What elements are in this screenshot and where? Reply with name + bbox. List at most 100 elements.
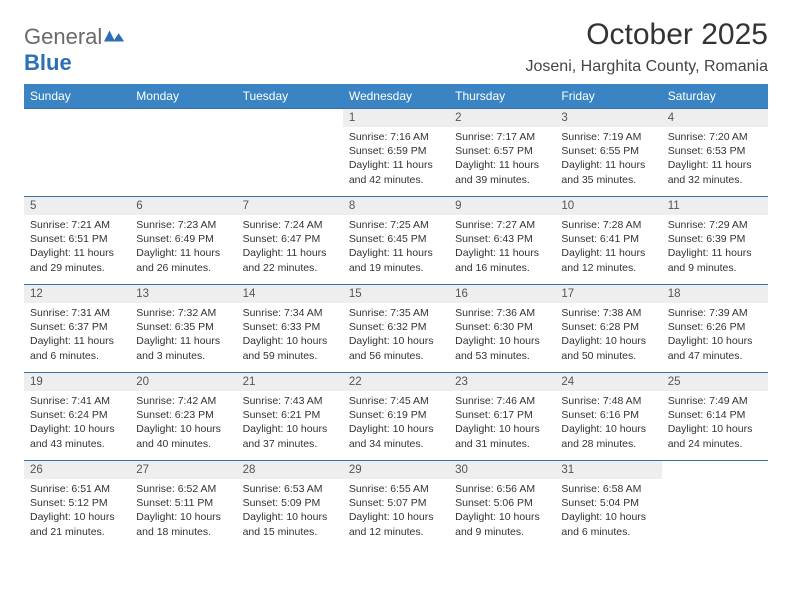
day-number: 10: [555, 197, 661, 215]
location-text: Joseni, Harghita County, Romania: [526, 58, 769, 76]
day-details: Sunrise: 7:34 AMSunset: 6:33 PMDaylight:…: [237, 303, 343, 367]
day-details: Sunrise: 7:38 AMSunset: 6:28 PMDaylight:…: [555, 303, 661, 367]
day-number: 11: [662, 197, 768, 215]
day-details: Sunrise: 7:21 AMSunset: 6:51 PMDaylight:…: [24, 215, 130, 279]
day-details: Sunrise: 7:23 AMSunset: 6:49 PMDaylight:…: [130, 215, 236, 279]
day-number: 3: [555, 109, 661, 127]
day-number: 4: [662, 109, 768, 127]
day-number: 25: [662, 373, 768, 391]
day-details: Sunrise: 6:52 AMSunset: 5:11 PMDaylight:…: [130, 479, 236, 543]
calendar-day-cell: 15Sunrise: 7:35 AMSunset: 6:32 PMDayligh…: [343, 285, 449, 373]
day-details: Sunrise: 6:51 AMSunset: 5:12 PMDaylight:…: [24, 479, 130, 543]
calendar-day-cell: 2Sunrise: 7:17 AMSunset: 6:57 PMDaylight…: [449, 109, 555, 197]
calendar-day-cell: 25Sunrise: 7:49 AMSunset: 6:14 PMDayligh…: [662, 373, 768, 461]
day-number: 15: [343, 285, 449, 303]
day-details: Sunrise: 7:28 AMSunset: 6:41 PMDaylight:…: [555, 215, 661, 279]
day-number: 9: [449, 197, 555, 215]
calendar-day-cell: 3Sunrise: 7:19 AMSunset: 6:55 PMDaylight…: [555, 109, 661, 197]
day-number: 1: [343, 109, 449, 127]
title-block: October 2025 Joseni, Harghita County, Ro…: [526, 18, 769, 76]
weekday-header: Monday: [130, 84, 236, 109]
logo-part1: General: [24, 24, 102, 49]
calendar-day-cell: 17Sunrise: 7:38 AMSunset: 6:28 PMDayligh…: [555, 285, 661, 373]
day-details: Sunrise: 6:56 AMSunset: 5:06 PMDaylight:…: [449, 479, 555, 543]
day-number: 14: [237, 285, 343, 303]
calendar-day-cell: 22Sunrise: 7:45 AMSunset: 6:19 PMDayligh…: [343, 373, 449, 461]
day-number: 30: [449, 461, 555, 479]
day-number: 2: [449, 109, 555, 127]
day-details: Sunrise: 7:25 AMSunset: 6:45 PMDaylight:…: [343, 215, 449, 279]
weekday-header: Wednesday: [343, 84, 449, 109]
day-number: 13: [130, 285, 236, 303]
calendar-day-cell: 8Sunrise: 7:25 AMSunset: 6:45 PMDaylight…: [343, 197, 449, 285]
calendar-day-cell: 4Sunrise: 7:20 AMSunset: 6:53 PMDaylight…: [662, 109, 768, 197]
day-details: Sunrise: 7:20 AMSunset: 6:53 PMDaylight:…: [662, 127, 768, 191]
calendar-day-cell: 13Sunrise: 7:32 AMSunset: 6:35 PMDayligh…: [130, 285, 236, 373]
logo: GeneralBlue: [24, 24, 126, 76]
weekday-header: Saturday: [662, 84, 768, 109]
calendar-day-cell: 11Sunrise: 7:29 AMSunset: 6:39 PMDayligh…: [662, 197, 768, 285]
day-details: Sunrise: 7:19 AMSunset: 6:55 PMDaylight:…: [555, 127, 661, 191]
calendar-table: SundayMondayTuesdayWednesdayThursdayFrid…: [24, 84, 768, 545]
day-number: 5: [24, 197, 130, 215]
weekday-header-row: SundayMondayTuesdayWednesdayThursdayFrid…: [24, 84, 768, 109]
day-number: 18: [662, 285, 768, 303]
calendar-day-cell: 6Sunrise: 7:23 AMSunset: 6:49 PMDaylight…: [130, 197, 236, 285]
day-number: 26: [24, 461, 130, 479]
header: GeneralBlue October 2025 Joseni, Harghit…: [24, 18, 768, 76]
calendar-day-cell: 24Sunrise: 7:48 AMSunset: 6:16 PMDayligh…: [555, 373, 661, 461]
calendar-day-cell: 23Sunrise: 7:46 AMSunset: 6:17 PMDayligh…: [449, 373, 555, 461]
day-details: Sunrise: 7:24 AMSunset: 6:47 PMDaylight:…: [237, 215, 343, 279]
day-number: 12: [24, 285, 130, 303]
calendar-week-row: 0 0 0 1Sunrise: 7:16 AMSunset: 6:59 PMDa…: [24, 109, 768, 197]
logo-flag-icon: [104, 24, 126, 49]
day-number: 19: [24, 373, 130, 391]
month-title: October 2025: [526, 18, 769, 52]
calendar-body: 0 0 0 1Sunrise: 7:16 AMSunset: 6:59 PMDa…: [24, 109, 768, 545]
calendar-day-cell: 0: [130, 109, 236, 197]
calendar-day-cell: 19Sunrise: 7:41 AMSunset: 6:24 PMDayligh…: [24, 373, 130, 461]
day-details: Sunrise: 7:46 AMSunset: 6:17 PMDaylight:…: [449, 391, 555, 455]
day-details: Sunrise: 7:41 AMSunset: 6:24 PMDaylight:…: [24, 391, 130, 455]
calendar-day-cell: 20Sunrise: 7:42 AMSunset: 6:23 PMDayligh…: [130, 373, 236, 461]
day-details: Sunrise: 7:32 AMSunset: 6:35 PMDaylight:…: [130, 303, 236, 367]
day-details: Sunrise: 7:35 AMSunset: 6:32 PMDaylight:…: [343, 303, 449, 367]
calendar-day-cell: 28Sunrise: 6:53 AMSunset: 5:09 PMDayligh…: [237, 461, 343, 545]
day-number: 17: [555, 285, 661, 303]
day-details: Sunrise: 7:27 AMSunset: 6:43 PMDaylight:…: [449, 215, 555, 279]
calendar-day-cell: 26Sunrise: 6:51 AMSunset: 5:12 PMDayligh…: [24, 461, 130, 545]
calendar-day-cell: 1Sunrise: 7:16 AMSunset: 6:59 PMDaylight…: [343, 109, 449, 197]
day-details: Sunrise: 7:29 AMSunset: 6:39 PMDaylight:…: [662, 215, 768, 279]
day-details: Sunrise: 6:53 AMSunset: 5:09 PMDaylight:…: [237, 479, 343, 543]
calendar-week-row: 19Sunrise: 7:41 AMSunset: 6:24 PMDayligh…: [24, 373, 768, 461]
calendar-day-cell: 18Sunrise: 7:39 AMSunset: 6:26 PMDayligh…: [662, 285, 768, 373]
day-number: 8: [343, 197, 449, 215]
day-details: Sunrise: 7:17 AMSunset: 6:57 PMDaylight:…: [449, 127, 555, 191]
day-number: 24: [555, 373, 661, 391]
day-number: 28: [237, 461, 343, 479]
day-number: 21: [237, 373, 343, 391]
calendar-day-cell: 9Sunrise: 7:27 AMSunset: 6:43 PMDaylight…: [449, 197, 555, 285]
calendar-day-cell: 5Sunrise: 7:21 AMSunset: 6:51 PMDaylight…: [24, 197, 130, 285]
calendar-page: GeneralBlue October 2025 Joseni, Harghit…: [0, 0, 792, 555]
day-details: Sunrise: 6:58 AMSunset: 5:04 PMDaylight:…: [555, 479, 661, 543]
calendar-day-cell: 12Sunrise: 7:31 AMSunset: 6:37 PMDayligh…: [24, 285, 130, 373]
day-number: 20: [130, 373, 236, 391]
calendar-day-cell: 0: [662, 461, 768, 545]
day-number: 16: [449, 285, 555, 303]
logo-part2: Blue: [24, 50, 72, 75]
calendar-day-cell: 27Sunrise: 6:52 AMSunset: 5:11 PMDayligh…: [130, 461, 236, 545]
weekday-header: Tuesday: [237, 84, 343, 109]
calendar-day-cell: 14Sunrise: 7:34 AMSunset: 6:33 PMDayligh…: [237, 285, 343, 373]
day-details: Sunrise: 7:31 AMSunset: 6:37 PMDaylight:…: [24, 303, 130, 367]
day-number: 31: [555, 461, 661, 479]
calendar-week-row: 26Sunrise: 6:51 AMSunset: 5:12 PMDayligh…: [24, 461, 768, 545]
day-number: 7: [237, 197, 343, 215]
day-details: Sunrise: 7:43 AMSunset: 6:21 PMDaylight:…: [237, 391, 343, 455]
calendar-day-cell: 21Sunrise: 7:43 AMSunset: 6:21 PMDayligh…: [237, 373, 343, 461]
calendar-day-cell: 10Sunrise: 7:28 AMSunset: 6:41 PMDayligh…: [555, 197, 661, 285]
day-details: Sunrise: 7:16 AMSunset: 6:59 PMDaylight:…: [343, 127, 449, 191]
calendar-day-cell: 16Sunrise: 7:36 AMSunset: 6:30 PMDayligh…: [449, 285, 555, 373]
calendar-week-row: 5Sunrise: 7:21 AMSunset: 6:51 PMDaylight…: [24, 197, 768, 285]
day-number: 6: [130, 197, 236, 215]
